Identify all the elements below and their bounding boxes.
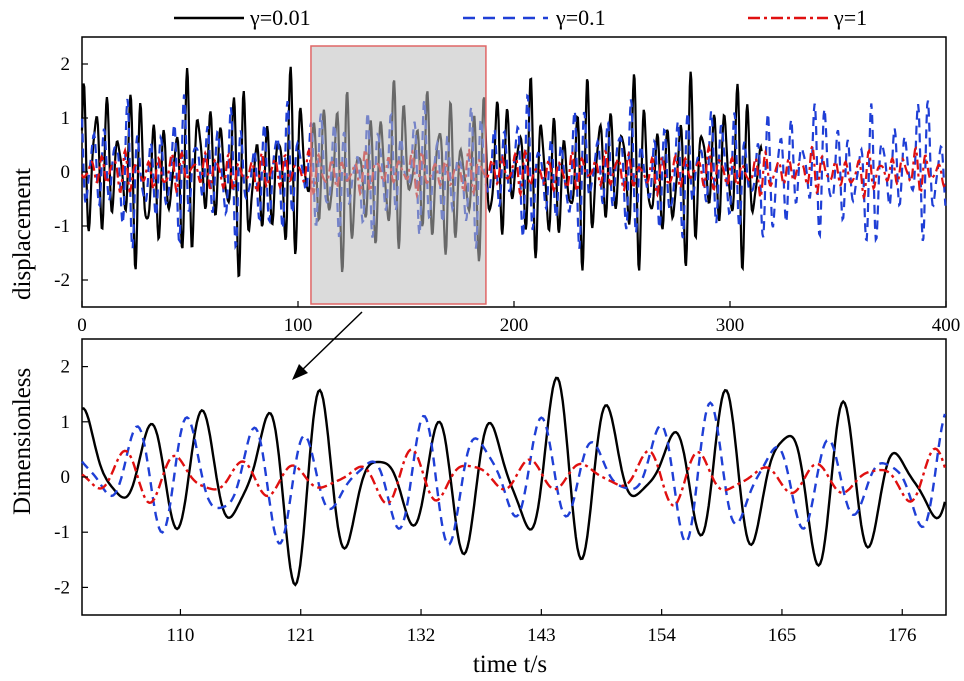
bottom-series-1 [81, 447, 947, 507]
bottom-y-tick-label: -1 [54, 522, 70, 543]
y-axis-title-dimensionless: Dimensionless [9, 368, 36, 515]
bottom-y-tick-label: 0 [61, 467, 71, 488]
y-axis-title-displacement: displacement [9, 168, 36, 300]
bottom-x-tick-label: 121 [286, 625, 315, 646]
bottom-series-group [81, 376, 947, 587]
zoom-arrow [292, 311, 363, 380]
bottom-panel: 110 121 132 143 154 165 176 2 1 0 -1 -2 [54, 338, 947, 646]
bottom-x-tick-label: 143 [527, 625, 556, 646]
bottom-ticks: 110 121 132 143 154 165 176 2 1 0 -1 -2 [54, 357, 916, 646]
bottom-series-001 [81, 376, 947, 587]
legend-label-gamma-1: γ=1 [833, 5, 867, 30]
zoom-highlight-box [310, 45, 487, 305]
top-series-group [80, 66, 947, 278]
top-series-1 [80, 142, 947, 200]
bottom-x-tick-label: 132 [407, 625, 436, 646]
top-x-tick-label: 400 [932, 315, 961, 336]
top-panel: 0 100 200 300 400 2 1 0 -1 -2 [54, 36, 960, 336]
bottom-x-tick-label: 110 [167, 625, 195, 646]
bottom-y-tick-label: -2 [54, 577, 70, 598]
bottom-y-tick-label: 1 [61, 412, 71, 433]
top-y-tick-label: 0 [61, 162, 71, 183]
top-x-tick-label: 200 [500, 315, 529, 336]
top-x-tick-label: 300 [716, 315, 745, 336]
top-y-tick-label: -2 [54, 270, 70, 291]
bottom-x-tick-label: 176 [888, 625, 917, 646]
bottom-x-tick-label: 165 [768, 625, 797, 646]
bottom-y-tick-label: 2 [61, 357, 71, 378]
top-x-tick-label: 0 [77, 315, 87, 336]
legend: γ=0.01 γ=0.1 γ=1 [174, 5, 867, 30]
top-ticks: 0 100 200 300 400 2 1 0 -1 -2 [54, 54, 960, 336]
legend-label-gamma-01: γ=0.1 [555, 5, 606, 30]
bottom-x-tick-label: 154 [647, 625, 676, 646]
top-x-tick-label: 100 [284, 315, 313, 336]
top-y-tick-label: -1 [54, 216, 70, 237]
bottom-series-01 [81, 401, 947, 546]
top-y-tick-label: 1 [61, 108, 71, 129]
legend-label-gamma-001: γ=0.01 [249, 5, 311, 30]
top-series-01 [80, 93, 947, 251]
x-axis-title: time t/s [473, 651, 547, 678]
top-y-tick-label: 2 [61, 54, 71, 75]
